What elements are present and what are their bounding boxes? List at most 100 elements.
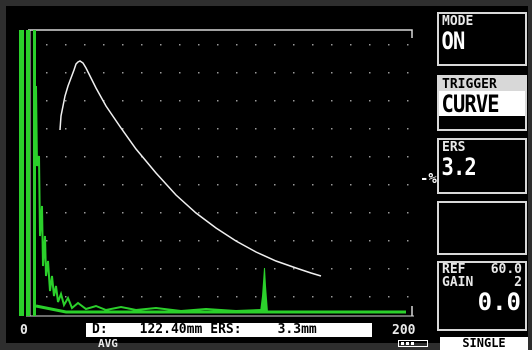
- battery-icon: [398, 340, 428, 347]
- empty-box[interactable]: [437, 201, 527, 255]
- grid-dot: [350, 156, 352, 158]
- grid-dot: [141, 128, 143, 130]
- grid-dot: [331, 184, 333, 186]
- grid-dot: [46, 100, 48, 102]
- ultrasonic-screen: -% MODE ON TRIGGER CURVE ERS 3.2 REF 60.0…: [6, 6, 528, 350]
- grid-dot: [84, 212, 86, 214]
- grid-dot: [369, 296, 371, 298]
- grid-dot: [293, 240, 295, 242]
- grid-dot: [84, 44, 86, 46]
- grid-dot: [217, 212, 219, 214]
- grid-dot: [236, 100, 238, 102]
- grid-dot: [65, 128, 67, 130]
- grid-dot: [236, 184, 238, 186]
- grid-dot: [84, 156, 86, 158]
- trigger-label: TRIGGER: [439, 77, 525, 91]
- ref-label: REF: [442, 262, 466, 277]
- grid-dot: [103, 128, 105, 130]
- grid-dot: [293, 72, 295, 74]
- grid-dot: [350, 128, 352, 130]
- grid-dot: [46, 296, 48, 298]
- grid-dot: [255, 156, 257, 158]
- ers-label: ERS: [442, 140, 466, 155]
- a-scan-plot: [19, 29, 414, 317]
- grid-dot: [141, 268, 143, 270]
- grid-dot: [198, 100, 200, 102]
- grid-dot: [179, 72, 181, 74]
- grid-dot: [407, 212, 409, 214]
- grid-dot: [198, 268, 200, 270]
- grid-dot: [122, 212, 124, 214]
- grid-dot: [350, 44, 352, 46]
- grid-dot: [350, 240, 352, 242]
- ers-box[interactable]: ERS 3.2: [437, 138, 527, 194]
- d-label: D:: [92, 322, 108, 337]
- grid-dot: [274, 72, 276, 74]
- grid-dot: [141, 100, 143, 102]
- grid-dot: [160, 156, 162, 158]
- grid-dot: [312, 240, 314, 242]
- grid-dot: [198, 212, 200, 214]
- grid-dot: [217, 268, 219, 270]
- grid-dot: [331, 296, 333, 298]
- grid-dot: [198, 128, 200, 130]
- grid-dot: [122, 268, 124, 270]
- bottom-bar: 0 D: 122.40mm ERS: 3.3mm 200 AVG SINGLE: [6, 319, 528, 350]
- grid-dot: [255, 240, 257, 242]
- grid-dot: [84, 184, 86, 186]
- readout-bar: D: 122.40mm ERS: 3.3mm: [86, 323, 372, 337]
- grid-dot: [293, 128, 295, 130]
- grid-dot: [217, 240, 219, 242]
- grid-dot: [274, 156, 276, 158]
- ers-readout-value: 3.3mm: [277, 322, 317, 337]
- grid-dot: [65, 184, 67, 186]
- axis-max-label: 200: [392, 323, 416, 338]
- trigger-box[interactable]: TRIGGER CURVE: [437, 75, 527, 131]
- grid-dot: [255, 212, 257, 214]
- grid-dot: [369, 156, 371, 158]
- grid-dot: [103, 268, 105, 270]
- grid-dot: [46, 212, 48, 214]
- grid-dot: [65, 296, 67, 298]
- grid-dot: [122, 184, 124, 186]
- grid-dot: [179, 128, 181, 130]
- echo-peak: [260, 268, 268, 312]
- grid-dot: [46, 128, 48, 130]
- grid-dot: [388, 44, 390, 46]
- grid-dot: [84, 72, 86, 74]
- single-mode-label[interactable]: SINGLE: [440, 337, 528, 350]
- ers-readout-label: ERS:: [210, 322, 242, 337]
- grid-dot: [141, 44, 143, 46]
- grid-dot: [217, 100, 219, 102]
- plot-frame: [28, 29, 413, 38]
- grid-dot: [160, 268, 162, 270]
- grid-dot: [407, 296, 409, 298]
- ref-gain-box[interactable]: REF 60.0 GAIN 2 0.0: [437, 261, 527, 331]
- grid-dot: [369, 240, 371, 242]
- grid-dot: [141, 212, 143, 214]
- grid-dot: [160, 128, 162, 130]
- grid-dot: [312, 72, 314, 74]
- grid-dot: [293, 44, 295, 46]
- grid-dot: [84, 100, 86, 102]
- grid-dot: [65, 212, 67, 214]
- grid-dot: [369, 100, 371, 102]
- grid-dot: [274, 44, 276, 46]
- grid-dot: [103, 296, 105, 298]
- grid-dot: [293, 212, 295, 214]
- grid-dot: [312, 128, 314, 130]
- gain-value: 2: [514, 275, 522, 290]
- mode-label: MODE: [442, 14, 474, 29]
- grid-dot: [103, 240, 105, 242]
- mode-box[interactable]: MODE ON: [437, 12, 527, 66]
- grid-dot: [217, 72, 219, 74]
- grid-dot: [369, 212, 371, 214]
- grid-dot: [122, 128, 124, 130]
- grid-dot: [198, 156, 200, 158]
- grid-dot: [103, 44, 105, 46]
- grid-dot: [255, 72, 257, 74]
- sidebar: MODE ON TRIGGER CURVE ERS 3.2 REF 60.0 GA…: [431, 6, 528, 343]
- grid-dot: [84, 296, 86, 298]
- d-value: 122.40mm: [139, 322, 203, 337]
- grid-dot: [179, 212, 181, 214]
